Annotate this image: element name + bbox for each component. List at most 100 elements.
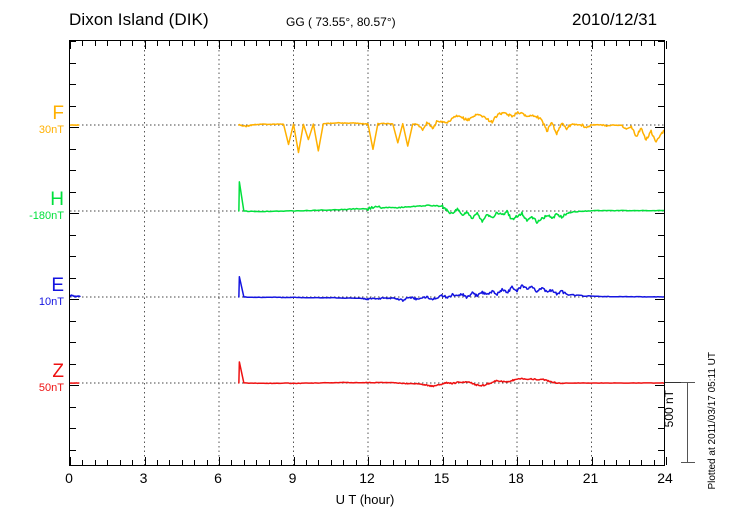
x-axis-tick — [392, 460, 394, 465]
x-axis-tick — [268, 460, 270, 465]
y-axis-tick — [658, 363, 664, 365]
page-title: Dixon Island (DIK) — [69, 10, 209, 29]
trace-h — [238, 181, 664, 224]
x-axis-tick-label: 0 — [65, 470, 73, 486]
y-axis-tick — [655, 299, 664, 300]
scale-bar-label: 500 nT — [662, 390, 676, 428]
channel-symbol-e: E — [51, 275, 64, 296]
y-axis-tick — [658, 277, 664, 279]
x-axis-tick — [417, 41, 419, 46]
x-axis-tick — [492, 41, 494, 46]
scale-bar-line — [687, 382, 689, 463]
x-axis-tick — [318, 460, 320, 465]
x-axis-tick-label: 9 — [288, 470, 297, 486]
x-axis-tick — [256, 460, 258, 465]
x-axis-tick — [566, 41, 568, 46]
x-axis-tick — [603, 460, 605, 465]
x-axis-tick-label: 6 — [214, 470, 222, 486]
x-axis-tick — [616, 41, 618, 46]
x-axis-tick — [504, 460, 506, 465]
x-axis-tick — [517, 41, 518, 49]
channel-baseline-h: -180nT — [29, 210, 64, 222]
x-axis-tick — [641, 41, 643, 46]
scale-bar — [681, 382, 695, 463]
x-axis-tick — [405, 41, 407, 46]
x-axis-tick — [144, 457, 146, 465]
x-axis-tick — [554, 41, 556, 46]
y-axis-tick — [70, 234, 76, 236]
y-axis-tick — [70, 62, 76, 64]
x-axis-tick — [243, 460, 245, 465]
channel-label-h: H -180nT — [12, 190, 64, 223]
x-axis-tick — [156, 41, 158, 46]
x-axis-tick — [355, 460, 357, 465]
x-axis-tick — [132, 460, 134, 465]
x-axis-tick — [330, 460, 332, 465]
channel-label-e: E 10nT — [12, 276, 64, 309]
y-axis-tick — [70, 277, 76, 279]
x-axis-tick — [281, 41, 283, 46]
x-axis-tick — [603, 41, 605, 46]
x-axis-tick — [94, 41, 96, 46]
y-axis-tick — [658, 62, 664, 64]
x-axis-tick — [591, 41, 593, 49]
y-axis-tick — [70, 84, 76, 85]
x-axis-tick — [107, 41, 109, 46]
y-axis-tick — [658, 148, 664, 150]
x-axis-tick — [529, 41, 531, 46]
x-axis-tick — [330, 41, 332, 46]
x-axis-tick — [243, 41, 245, 46]
x-axis-tick — [454, 460, 456, 465]
x-axis-tick — [144, 41, 146, 49]
x-axis-tick — [256, 41, 258, 46]
x-axis-tick — [628, 41, 630, 46]
x-axis-tick — [467, 460, 469, 465]
x-axis-tick-label: 3 — [139, 470, 148, 486]
x-axis-tick — [541, 460, 543, 465]
x-axis-tick — [616, 460, 618, 465]
y-axis-tick — [70, 449, 76, 451]
y-axis-tick — [70, 385, 79, 386]
x-axis-tick — [355, 41, 357, 46]
trace-e — [70, 294, 81, 298]
x-axis-tick — [107, 460, 109, 465]
channel-symbol-z: Z — [52, 361, 64, 382]
x-axis-tick — [231, 460, 233, 465]
y-axis-tick — [658, 170, 664, 171]
x-axis-tick — [268, 41, 270, 46]
x-axis-tick — [231, 41, 233, 46]
x-axis-tick — [70, 457, 71, 465]
y-axis-tick — [658, 428, 664, 429]
x-axis-tick — [517, 457, 518, 465]
x-axis-tick — [479, 460, 481, 465]
y-axis-tick — [70, 406, 76, 408]
channel-symbol-h: H — [50, 189, 64, 210]
x-axis-tick — [181, 41, 183, 46]
y-axis-tick — [658, 105, 664, 107]
x-axis-tick — [305, 460, 307, 465]
x-axis-tick — [541, 41, 543, 46]
x-axis-tick — [653, 460, 655, 465]
channel-label-f: F 30nT — [12, 104, 64, 137]
geographic-coordinates: GG ( 73.55°, 80.57°) — [286, 15, 396, 29]
x-axis-tick — [219, 457, 220, 465]
x-axis-tick — [430, 41, 432, 46]
x-axis-tick — [554, 460, 556, 465]
y-axis-tick — [655, 213, 664, 214]
x-axis-tick — [343, 460, 345, 465]
trace-e — [238, 276, 664, 302]
y-axis-tick — [658, 191, 664, 193]
y-axis-tick — [658, 320, 664, 322]
x-axis-tick — [305, 41, 307, 46]
plot-timestamp: Plotted at 2011/03/17 05:11 UT — [707, 352, 718, 490]
plot-area — [70, 41, 664, 465]
x-axis-tick — [343, 41, 345, 46]
x-axis-tick — [579, 460, 581, 465]
y-axis-tick — [658, 449, 664, 451]
y-axis-tick — [70, 191, 76, 193]
x-axis-tick — [206, 460, 208, 465]
x-axis-tick — [169, 460, 171, 465]
x-axis-tick-label: 21 — [582, 470, 599, 486]
x-axis-tick — [492, 460, 494, 465]
y-axis-tick — [658, 256, 664, 257]
